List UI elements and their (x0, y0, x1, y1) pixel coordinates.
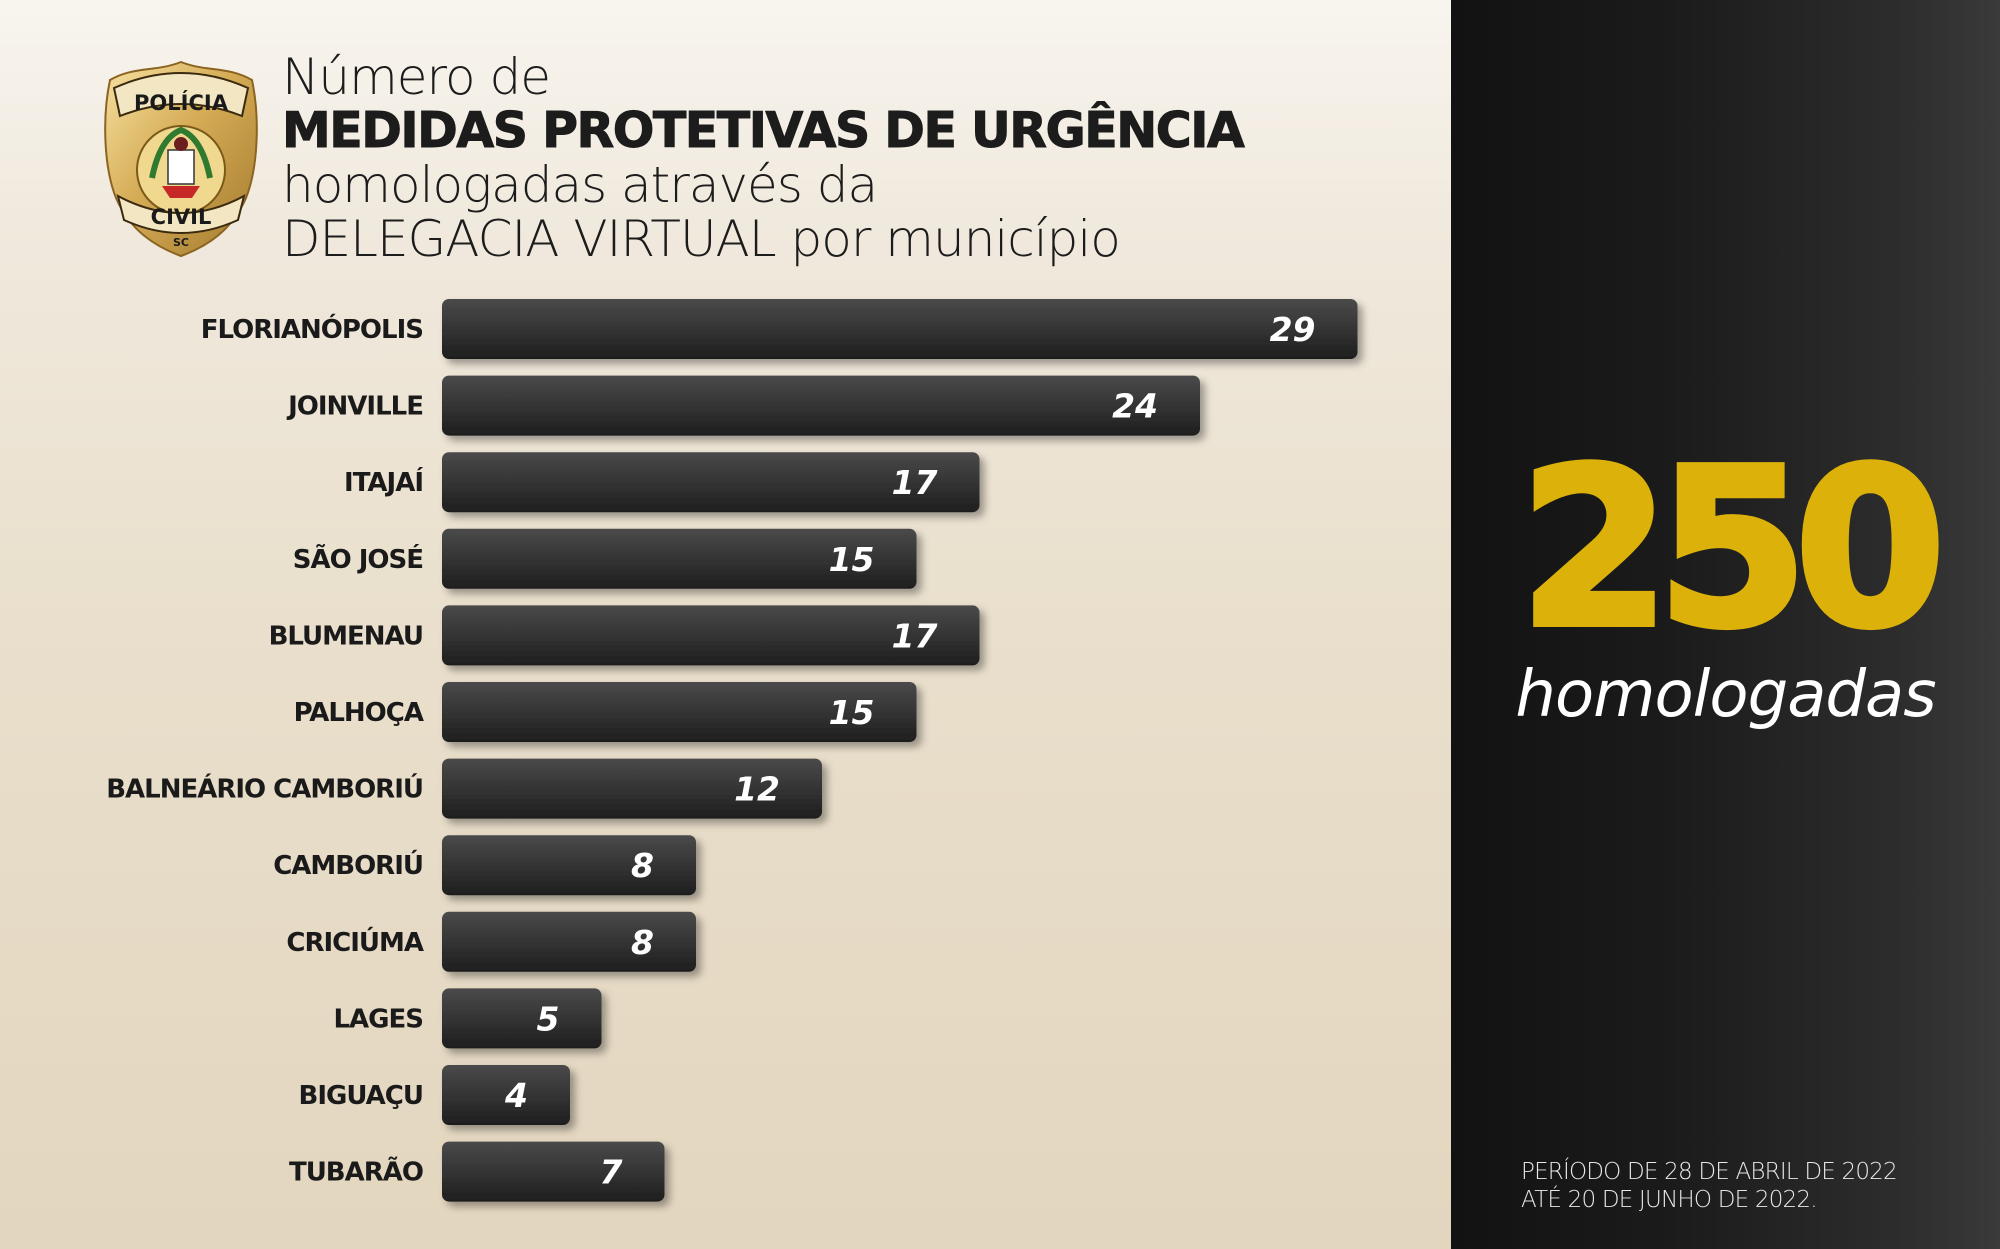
category-label: BALNEÁRIO CAMBORIÚ (106, 773, 423, 805)
bar (442, 375, 1200, 436)
total-count: 250 (1516, 423, 1949, 676)
bar (442, 1141, 665, 1202)
summary-panel: 250 homologadas PERÍODO DE 28 DE ABRIL D… (1451, 0, 2000, 1249)
badge-bottom-text: CIVIL (151, 205, 212, 229)
title-line-2: MEDIDAS PROTETIVAS DE URGÊNCIA (282, 102, 1246, 159)
bar (442, 911, 696, 972)
value-label: 17 (892, 463, 938, 502)
value-label: 12 (734, 770, 780, 809)
value-label: 4 (504, 1076, 528, 1115)
bar-chart: FLORIANÓPOLIS 29 JOINVILLE 24 ITAJAÍ 17 SÃO JO… (106, 299, 1358, 1202)
category-label: CRICIÚMA (286, 926, 424, 958)
bar (442, 452, 980, 513)
value-label: 5 (537, 999, 560, 1038)
page-title: Número de MEDIDAS PROTETIVAS DE URGÊNCIA… (282, 50, 1432, 266)
period-line-2: ATÉ 20 DE JUNHO DE 2022. (1521, 1187, 1818, 1213)
chart-panel: POLÍCIA CIVIL SC Número de MEDIDAS PROTE… (0, 0, 1451, 1249)
category-label: CAMBORIÚ (273, 849, 423, 881)
total-label: homologadas (1515, 658, 1936, 732)
category-label: FLORIANÓPOLIS (201, 313, 423, 345)
period-line-1: PERÍODO DE 28 DE ABRIL DE 2022 (1521, 1159, 1898, 1185)
category-label: PALHOÇA (294, 698, 424, 728)
value-label: 24 (1112, 387, 1158, 426)
badge-state-text: SC (173, 236, 189, 249)
bar (442, 605, 980, 666)
category-label: BLUMENAU (269, 621, 423, 651)
category-label: ITAJAÍ (344, 466, 423, 498)
title-line-4: DELEGACIA VIRTUAL por município (282, 210, 1121, 268)
category-label: LAGES (333, 1004, 423, 1034)
value-label: 17 (892, 616, 938, 655)
title-line-3: homologadas através da (282, 156, 878, 214)
period-text: PERÍODO DE 28 DE ABRIL DE 2022 ATÉ 20 DE… (1521, 1158, 1991, 1214)
bar (442, 299, 1358, 359)
category-label: BIGUAÇU (299, 1081, 423, 1111)
value-label: 29 (1270, 310, 1316, 349)
bar (442, 835, 696, 896)
police-badge-icon: POLÍCIA CIVIL SC (104, 60, 258, 258)
value-label: 8 (631, 923, 654, 962)
bar (442, 758, 822, 819)
category-label: JOINVILLE (286, 392, 423, 422)
value-label: 7 (600, 1153, 623, 1192)
category-label: SÃO JOSÉ (293, 543, 423, 575)
value-label: 15 (829, 540, 875, 579)
title-line-1: Número de (282, 48, 551, 106)
bar (442, 1065, 570, 1125)
badge-top-text: POLÍCIA (134, 90, 229, 115)
category-label: TUBARÃO (289, 1156, 423, 1188)
bar (442, 682, 917, 742)
value-label: 8 (631, 846, 654, 885)
bar (442, 988, 602, 1049)
value-label: 15 (829, 693, 875, 732)
bar (442, 528, 917, 589)
